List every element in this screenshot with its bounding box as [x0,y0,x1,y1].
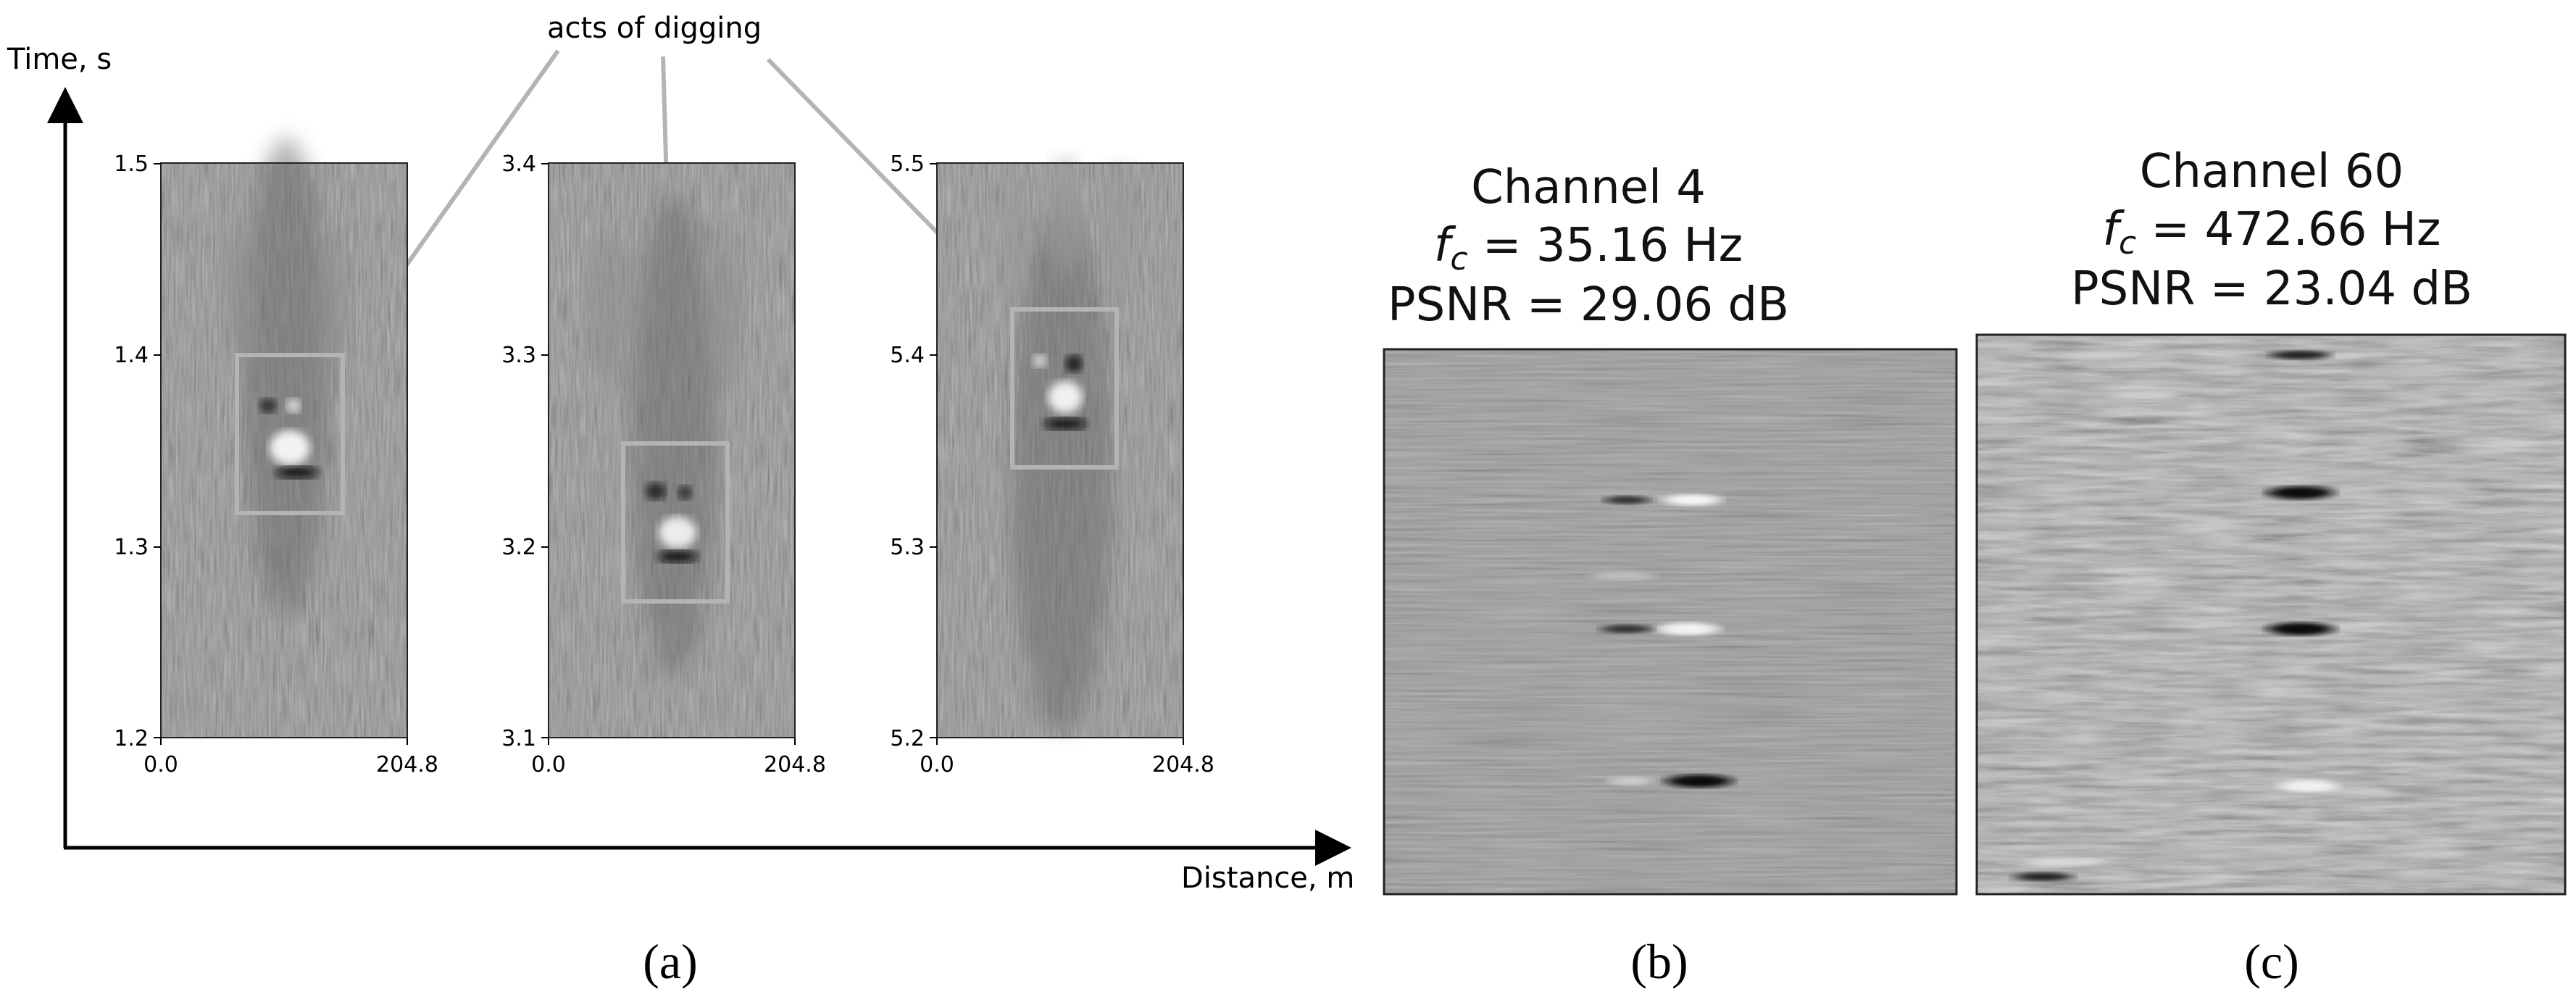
panel-c: Channel 60 fc = 472.66 Hz PSNR = 23.04 d… [1975,145,2567,989]
panel-a-plot-2: 3.4 3.3 3.2 3.1 0.0 204.8 [501,151,826,777]
y-tick: 1.2 [114,726,149,751]
x-tick: 204.8 [1152,752,1214,777]
panel-b-title: Channel 4 [1471,161,1706,214]
y-tick: 5.5 [890,151,925,177]
x-tick: 204.8 [376,752,438,777]
y-tick: 3.1 [501,726,536,751]
panel-a-label: (a) [643,934,697,989]
y-tick: 1.4 [114,343,149,368]
x-tick: 204.8 [764,752,826,777]
y-tick: 3.2 [501,535,536,560]
panel-c-psnr: PSNR = 23.04 dB [2071,262,2472,316]
y-tick: 1.5 [114,151,149,177]
main-axes: Time, s Distance, m [7,43,1354,895]
annotation-label: acts of digging [547,12,762,45]
x-tick: 0.0 [531,752,566,777]
y-tick: 3.3 [501,343,536,368]
y-tick: 1.3 [114,535,149,560]
panel-c-label: (c) [2244,934,2298,989]
panel-b-psnr: PSNR = 29.06 dB [1388,278,1789,332]
panel-c-title: Channel 60 [2140,145,2404,199]
panel-b-label: (b) [1630,934,1688,989]
y-tick: 3.4 [501,151,536,177]
x-tick: 0.0 [143,752,178,777]
highlight-box-2 [621,441,730,604]
highlight-box-1 [235,353,345,515]
x-tick: 0.0 [920,752,954,777]
y-tick: 5.2 [890,726,925,751]
y-axis-label: Time, s [7,43,112,76]
panel-b-fc: fc = 35.16 Hz [1434,219,1743,278]
highlight-box-3 [1010,307,1119,470]
panel-a-plot-3: 5.5 5.4 5.3 5.2 0.0 204.8 [890,151,1214,777]
y-tick: 5.4 [890,343,925,368]
panel-a-plot-1: 1.5 1.4 1.3 1.2 0.0 204.8 [114,138,438,777]
panel-c-fc: fc = 472.66 Hz [2102,203,2440,262]
y-tick: 5.3 [890,535,925,560]
panel-b: Channel 4 fc = 35.16 Hz PSNR = 29.06 dB … [1383,161,1958,989]
x-axis-label: Distance, m [1181,862,1354,895]
